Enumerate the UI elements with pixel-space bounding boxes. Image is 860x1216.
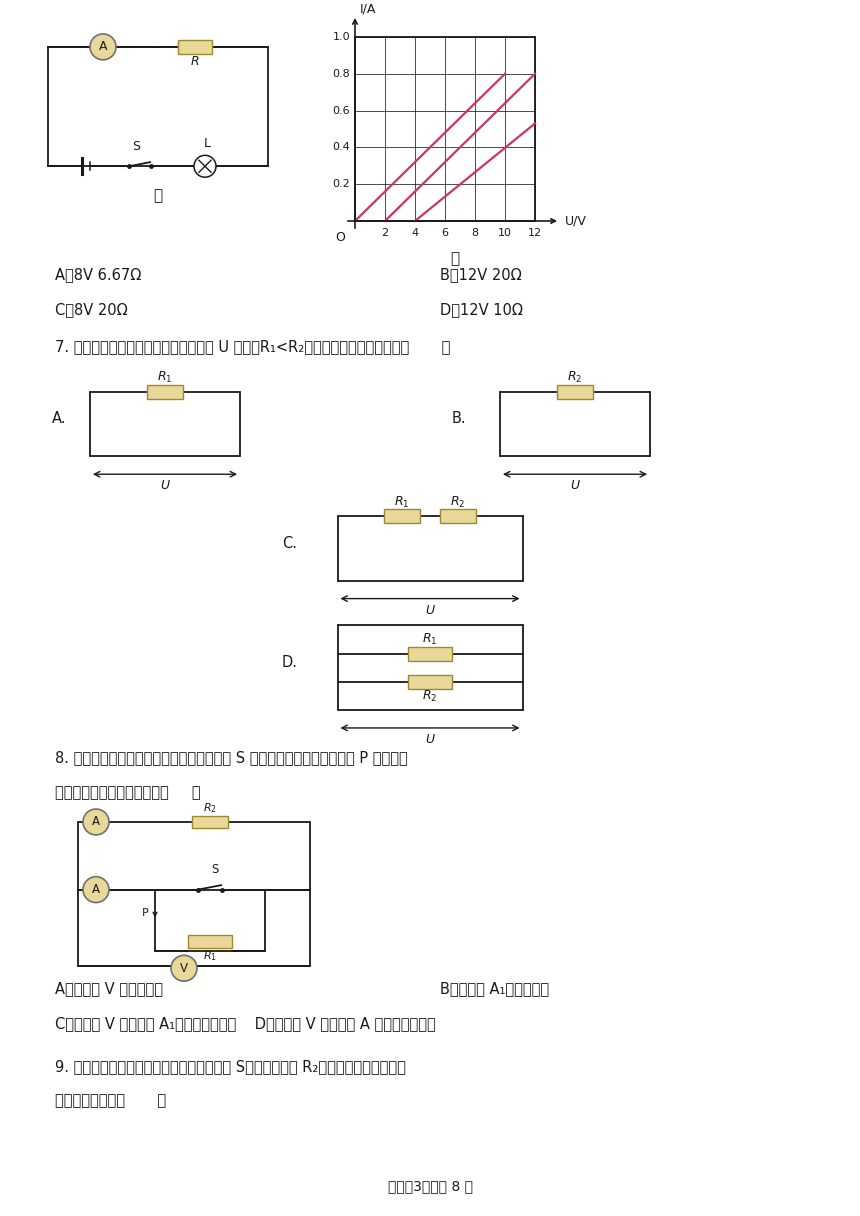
Text: U: U (426, 603, 434, 617)
Text: D．12V 10Ω: D．12V 10Ω (440, 303, 523, 317)
FancyBboxPatch shape (557, 384, 593, 399)
Text: S: S (212, 862, 218, 876)
Text: C．8V 20Ω: C．8V 20Ω (55, 303, 127, 317)
Text: B.: B. (452, 411, 467, 427)
Text: $R_1$: $R_1$ (157, 370, 173, 385)
FancyBboxPatch shape (440, 510, 476, 523)
Text: A: A (92, 883, 100, 896)
Text: 4: 4 (411, 227, 419, 238)
FancyBboxPatch shape (188, 935, 232, 947)
Text: B．12V 20Ω: B．12V 20Ω (440, 266, 522, 282)
Text: 8. 如图所示电路，电源电压保持不变，开关 S 闭合后，在滑动变阻器滑片 P 向右移动: 8. 如图所示电路，电源电压保持不变，开关 S 闭合后，在滑动变阻器滑片 P 向… (55, 750, 408, 765)
Text: 1.0: 1.0 (332, 32, 350, 41)
Text: 过程中，下列说法正确的是（     ）: 过程中，下列说法正确的是（ ） (55, 786, 200, 800)
Text: U/V: U/V (565, 214, 587, 227)
Circle shape (194, 156, 216, 178)
Text: 列判断正确的是（       ）: 列判断正确的是（ ） (55, 1093, 166, 1109)
Circle shape (83, 877, 109, 902)
Text: A.: A. (52, 411, 66, 427)
Text: 7. 如图的所示的四个电路中，电源电压 U 相同，R₁<R₂，电路的总电阻最小的是（       ）: 7. 如图的所示的四个电路中，电源电压 U 相同，R₁<R₂，电路的总电阻最小的… (55, 339, 451, 354)
Text: $R_2$: $R_2$ (451, 495, 465, 510)
Text: P: P (142, 907, 149, 918)
Text: R: R (191, 55, 200, 68)
Text: B．电流表 A₁的示数变小: B．电流表 A₁的示数变小 (440, 981, 550, 996)
Text: 0.8: 0.8 (332, 69, 350, 79)
Text: U: U (426, 733, 434, 745)
Text: 0.4: 0.4 (332, 142, 350, 152)
Circle shape (171, 956, 197, 981)
Circle shape (90, 34, 116, 60)
Text: 乙: 乙 (451, 250, 459, 266)
Text: A．电压表 V 的示数变大: A．电压表 V 的示数变大 (55, 981, 163, 996)
Text: S: S (132, 140, 140, 153)
Text: $R_2$: $R_2$ (203, 801, 217, 816)
Text: $R_1$: $R_1$ (203, 948, 217, 963)
Text: 8: 8 (471, 227, 478, 238)
Text: 12: 12 (528, 227, 542, 238)
Text: 试卷第3页，共 8 页: 试卷第3页，共 8 页 (388, 1180, 472, 1193)
FancyBboxPatch shape (408, 675, 452, 688)
Text: $R_1$: $R_1$ (394, 495, 409, 510)
Text: 0.2: 0.2 (332, 179, 350, 190)
Text: A: A (99, 40, 108, 54)
Text: $R_2$: $R_2$ (422, 689, 438, 704)
Text: 9. 如图所示，电源电压保持不变，闭合开关 S，滑动变阻器 R₂的滑片向右移动时，下: 9. 如图所示，电源电压保持不变，闭合开关 S，滑动变阻器 R₂的滑片向右移动时… (55, 1059, 406, 1074)
Text: U: U (570, 479, 580, 492)
Text: D.: D. (282, 655, 298, 670)
Text: 2: 2 (382, 227, 389, 238)
FancyBboxPatch shape (147, 384, 183, 399)
Text: U: U (161, 479, 169, 492)
FancyBboxPatch shape (178, 40, 212, 54)
Text: 甲: 甲 (153, 188, 163, 203)
Text: A．8V 6.67Ω: A．8V 6.67Ω (55, 266, 141, 282)
FancyBboxPatch shape (384, 510, 420, 523)
Text: V: V (180, 962, 188, 975)
Circle shape (83, 809, 109, 835)
Text: 0.6: 0.6 (332, 106, 350, 116)
Text: C.: C. (282, 536, 297, 551)
Text: $R_2$: $R_2$ (568, 370, 582, 385)
Text: O: O (335, 231, 345, 244)
FancyBboxPatch shape (408, 647, 452, 660)
FancyBboxPatch shape (192, 816, 228, 828)
Text: 10: 10 (498, 227, 512, 238)
Text: L: L (204, 137, 211, 151)
Text: A: A (92, 816, 100, 828)
Text: C．电压表 V 与电流表 A₁的示数之比不变    D．电压表 V 与电流表 A 的示数之比变小: C．电压表 V 与电流表 A₁的示数之比不变 D．电压表 V 与电流表 A 的示… (55, 1017, 436, 1031)
Text: 6: 6 (441, 227, 449, 238)
Text: $R_1$: $R_1$ (422, 632, 438, 647)
Text: I/A: I/A (360, 2, 377, 15)
